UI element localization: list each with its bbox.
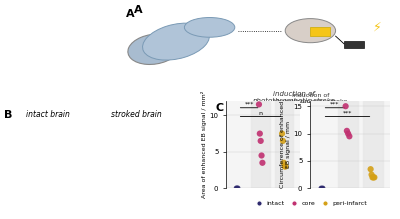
Text: induction of
photothrombotic stroke: induction of photothrombotic stroke (273, 93, 348, 104)
Point (368, 167, 374, 171)
Text: induction of
photothrombotic stroke: induction of photothrombotic stroke (252, 91, 335, 104)
FancyBboxPatch shape (344, 41, 364, 48)
Text: intact brain: intact brain (26, 110, 70, 119)
Point (368, 173, 375, 177)
Circle shape (184, 18, 235, 37)
Ellipse shape (128, 34, 179, 64)
Text: A: A (134, 5, 143, 16)
Point (282, 165, 288, 168)
Legend: intact, core, peri-infarct: intact, core, peri-infarct (250, 198, 370, 209)
Point (371, 176, 378, 179)
Bar (252, 101, 270, 188)
Bar (274, 101, 293, 188)
Point (235, 186, 241, 190)
Text: B: B (4, 110, 13, 120)
Point (344, 129, 350, 132)
Point (256, 103, 262, 106)
Text: C: C (216, 103, 224, 113)
Point (346, 134, 352, 138)
Point (258, 154, 265, 157)
Bar (338, 101, 358, 188)
Text: stroked brain: stroked brain (111, 110, 162, 119)
Text: n: n (259, 111, 263, 116)
Ellipse shape (142, 23, 210, 60)
Point (319, 186, 325, 190)
Point (342, 104, 349, 108)
Y-axis label: Area of enhanced EB signal / mm²: Area of enhanced EB signal / mm² (200, 91, 206, 198)
Point (369, 176, 376, 179)
Text: ***: *** (330, 102, 340, 107)
Ellipse shape (285, 19, 336, 43)
Point (258, 139, 264, 143)
Point (320, 186, 326, 190)
Point (281, 161, 287, 164)
Point (370, 176, 377, 179)
Point (233, 186, 239, 190)
Bar (362, 101, 382, 188)
Text: ⚡: ⚡ (373, 21, 382, 34)
Point (259, 161, 266, 164)
Y-axis label: Circumference of enhanced
EB signal / mm: Circumference of enhanced EB signal / mm (280, 101, 290, 188)
Point (279, 132, 285, 135)
Point (345, 132, 351, 135)
Point (280, 139, 286, 143)
Text: A: A (126, 9, 134, 19)
Text: ***: *** (244, 102, 254, 107)
FancyBboxPatch shape (310, 27, 330, 36)
Point (257, 132, 263, 135)
Point (282, 165, 289, 168)
Point (234, 186, 240, 190)
Point (318, 186, 324, 190)
Text: ***: *** (343, 111, 352, 116)
